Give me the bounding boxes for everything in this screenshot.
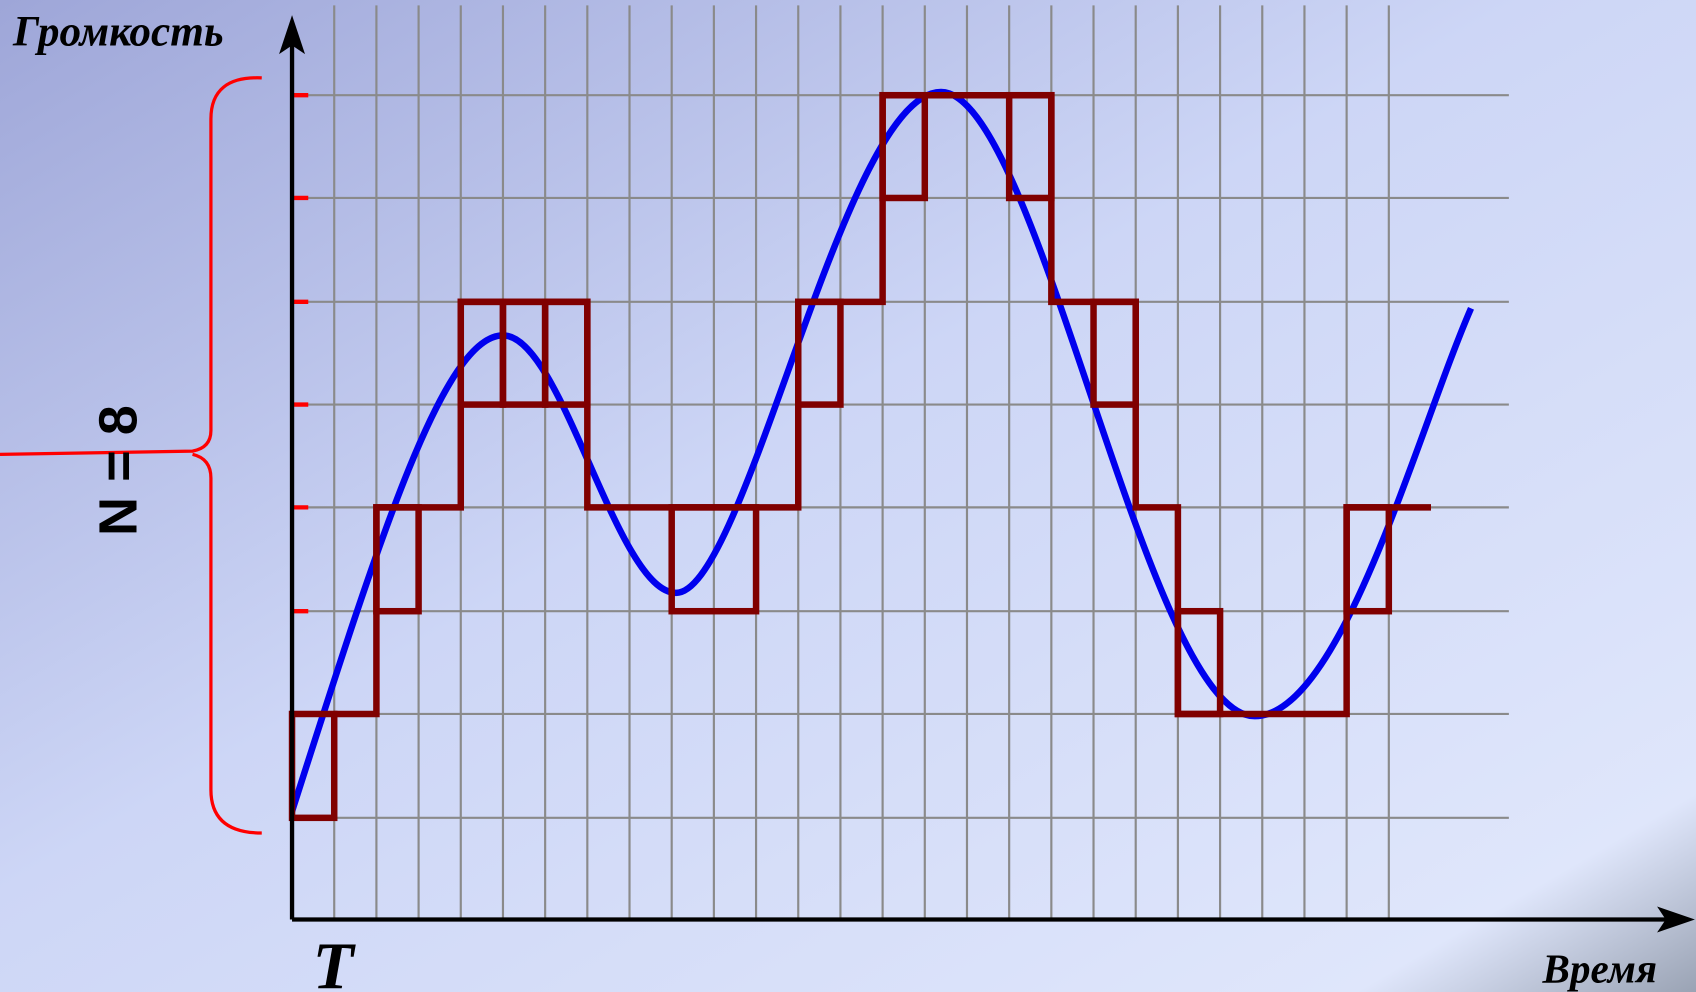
brace [0, 76, 262, 835]
y-axis-label: Громкость [12, 7, 224, 55]
grid [292, 5, 1509, 920]
quantized-signal [288, 91, 1432, 822]
y-arrow [279, 15, 306, 55]
axes [279, 15, 1695, 933]
period-label: T [313, 929, 357, 992]
x-arrow [1657, 906, 1695, 933]
step-line [334, 91, 1432, 718]
levels-label: N = 8 [88, 405, 148, 536]
x-axis-label: Время [1542, 945, 1657, 991]
